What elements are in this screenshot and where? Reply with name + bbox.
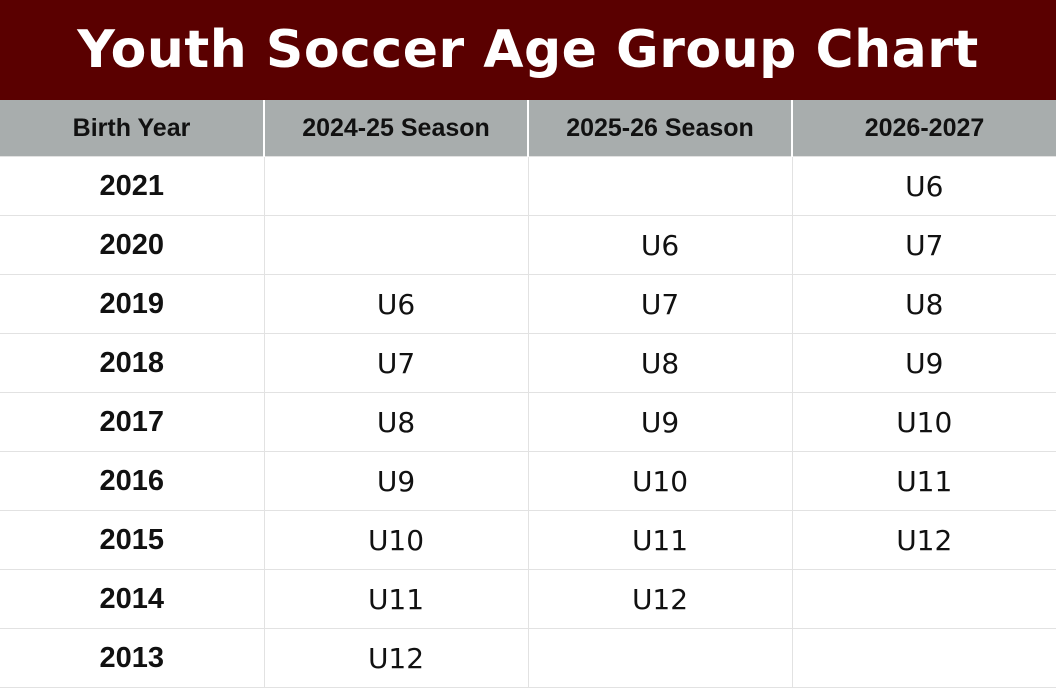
age-group-cell: U7 xyxy=(263,333,529,393)
age-group-cell: U6 xyxy=(527,215,793,275)
birth-year-cell: 2017 xyxy=(0,392,265,452)
age-group-cell: U10 xyxy=(263,510,529,570)
table-row: 2013 U12 xyxy=(0,628,1056,688)
table-row: 2018 U7 U8 U9 xyxy=(0,333,1056,393)
age-group-cell xyxy=(263,156,529,216)
header-birth-year: Birth Year xyxy=(0,100,265,157)
age-group-cell: U12 xyxy=(527,569,793,629)
table-header-row: Birth Year 2024-25 Season 2025-26 Season… xyxy=(0,100,1056,157)
age-group-cell: U7 xyxy=(527,274,793,334)
header-season-2024-25: 2024-25 Season xyxy=(263,100,529,157)
age-group-cell: U8 xyxy=(263,392,529,452)
table-row: 2020 U6 U7 xyxy=(0,215,1056,275)
birth-year-cell: 2021 xyxy=(0,156,265,216)
age-group-cell: U11 xyxy=(263,569,529,629)
birth-year-cell: 2020 xyxy=(0,215,265,275)
birth-year-cell: 2013 xyxy=(0,628,265,688)
birth-year-cell: 2019 xyxy=(0,274,265,334)
age-group-cell: U11 xyxy=(527,510,793,570)
table-row: 2014 U11 U12 xyxy=(0,569,1056,629)
age-group-cell: U8 xyxy=(791,274,1056,334)
header-season-2025-26: 2025-26 Season xyxy=(527,100,793,157)
age-group-cell: U9 xyxy=(527,392,793,452)
birth-year-cell: 2015 xyxy=(0,510,265,570)
age-group-cell xyxy=(527,156,793,216)
age-group-cell xyxy=(791,569,1056,629)
age-group-cell: U7 xyxy=(791,215,1056,275)
birth-year-cell: 2016 xyxy=(0,451,265,511)
table-row: 2016 U9 U10 U11 xyxy=(0,451,1056,511)
birth-year-cell: 2018 xyxy=(0,333,265,393)
birth-year-cell: 2014 xyxy=(0,569,265,629)
age-group-cell: U12 xyxy=(791,510,1056,570)
header-season-2026-2027: 2026-2027 xyxy=(791,100,1056,157)
age-group-cell: U12 xyxy=(263,628,529,688)
age-group-cell: U11 xyxy=(791,451,1056,511)
age-group-cell: U9 xyxy=(791,333,1056,393)
age-group-cell: U6 xyxy=(263,274,529,334)
age-group-cell: U8 xyxy=(527,333,793,393)
age-group-cell: U10 xyxy=(791,392,1056,452)
age-group-cell xyxy=(263,215,529,275)
table-row: 2015 U10 U11 U12 xyxy=(0,510,1056,570)
age-group-cell: U9 xyxy=(263,451,529,511)
age-group-cell: U6 xyxy=(791,156,1056,216)
age-group-table: Birth Year 2024-25 Season 2025-26 Season… xyxy=(0,100,1056,688)
table-row: 2017 U8 U9 U10 xyxy=(0,392,1056,452)
page-title: Youth Soccer Age Group Chart xyxy=(0,0,1056,100)
table-row: 2021 U6 xyxy=(0,156,1056,216)
age-group-cell xyxy=(791,628,1056,688)
age-group-cell xyxy=(527,628,793,688)
table-row: 2019 U6 U7 U8 xyxy=(0,274,1056,334)
age-group-cell: U10 xyxy=(527,451,793,511)
